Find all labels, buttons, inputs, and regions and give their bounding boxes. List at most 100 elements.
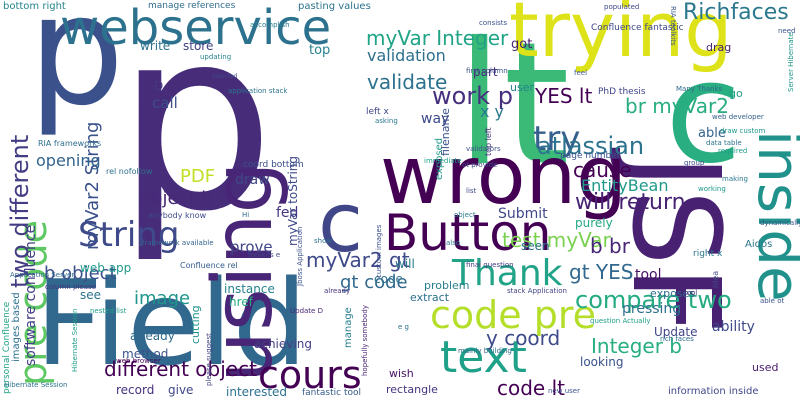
word: exposes	[650, 287, 696, 300]
word: bottom right	[3, 1, 66, 12]
word: p	[28, 0, 125, 139]
word: trying	[509, 0, 733, 74]
word: dynamically	[760, 219, 800, 227]
word: list	[466, 187, 477, 195]
word: Thank	[452, 253, 563, 294]
word: question Actually	[590, 317, 651, 325]
word: accomplish	[250, 21, 290, 29]
word: tool	[635, 267, 662, 283]
word: need	[778, 27, 796, 35]
word: String	[78, 215, 180, 255]
word: y coord	[486, 326, 561, 350]
word: Jboss Application	[296, 226, 304, 286]
word: opening	[36, 151, 101, 170]
word: PDF	[180, 166, 216, 187]
word: c	[318, 176, 364, 271]
word: purely	[575, 216, 613, 230]
word: fantastic tool	[302, 388, 362, 398]
word: final question	[466, 261, 514, 269]
word: Aidos	[745, 239, 773, 250]
word: making	[722, 175, 748, 183]
word: stack Application	[507, 287, 567, 295]
word: cutting	[189, 305, 202, 344]
word: Hibernate Session	[4, 381, 68, 389]
word: call	[152, 94, 178, 112]
word: web browser	[116, 357, 161, 365]
word: p	[116, 0, 275, 266]
word: Update D	[290, 307, 323, 315]
word: right x	[693, 249, 723, 259]
word: inside	[745, 130, 800, 302]
word: RIA frameworks	[38, 139, 102, 148]
word: user	[510, 81, 534, 94]
word: part	[473, 65, 498, 79]
word: c	[665, 32, 742, 195]
word: mainly building	[458, 347, 512, 355]
word: please suggest	[205, 333, 213, 386]
word: text	[440, 332, 527, 383]
word: draw	[235, 172, 270, 188]
word: compare two	[575, 286, 732, 314]
word: show	[314, 237, 333, 245]
word: work p	[432, 82, 513, 110]
word: rel nofollow	[106, 167, 153, 176]
word: toolkits e	[248, 251, 281, 259]
word: filename	[439, 108, 452, 156]
word: interested	[226, 385, 288, 399]
word: looking	[580, 355, 624, 369]
word: fed	[276, 205, 299, 221]
word: application stack	[228, 87, 288, 95]
word: Confluence fantastic	[591, 23, 684, 33]
word: drag	[706, 41, 732, 54]
word: updating	[200, 53, 232, 61]
word: object	[454, 211, 476, 219]
word: already	[324, 287, 351, 295]
word: Server Hibernate	[787, 32, 795, 92]
word: Richfaces	[683, 0, 789, 25]
word: prove	[230, 238, 273, 256]
word: top	[309, 43, 331, 58]
word: Button	[384, 204, 552, 262]
word: Submit	[498, 206, 548, 222]
word: images based	[11, 292, 22, 362]
word: gt YES	[569, 260, 634, 284]
word: will	[395, 257, 415, 271]
word: give	[168, 383, 194, 397]
word: problem	[424, 279, 470, 292]
word: Hibernate Session	[71, 308, 79, 372]
word: data table	[706, 139, 742, 147]
word: different object	[104, 357, 257, 381]
word: extract	[410, 291, 450, 304]
word: first column	[466, 67, 508, 75]
word: consists	[479, 19, 508, 27]
word: code	[374, 272, 403, 286]
word: got	[511, 37, 533, 52]
word: Many Thanks	[676, 85, 723, 93]
word: instance	[224, 282, 275, 296]
word: test myVar	[502, 228, 611, 252]
word: custom images	[375, 224, 383, 278]
word: will return	[575, 190, 686, 215]
word: framework available	[142, 239, 214, 247]
word: Hi	[242, 211, 250, 219]
word: try	[533, 119, 581, 159]
word: cours	[258, 353, 362, 397]
word: see	[80, 288, 102, 302]
word: also	[446, 239, 461, 247]
word: left x	[366, 107, 389, 117]
word: Update	[654, 325, 698, 339]
word: D	[154, 79, 164, 93]
word: write	[140, 39, 171, 53]
word: e g	[398, 323, 409, 331]
word: populated	[604, 3, 640, 11]
word: information inside	[668, 386, 759, 397]
word: go	[729, 87, 743, 100]
word: EntityBean	[581, 176, 669, 195]
word: coord bottom	[243, 160, 304, 170]
word: br myVar2	[625, 94, 729, 118]
word: lt	[456, 6, 570, 204]
word: validators	[466, 145, 501, 153]
word: atlassian	[537, 132, 645, 160]
word: method	[122, 347, 169, 361]
